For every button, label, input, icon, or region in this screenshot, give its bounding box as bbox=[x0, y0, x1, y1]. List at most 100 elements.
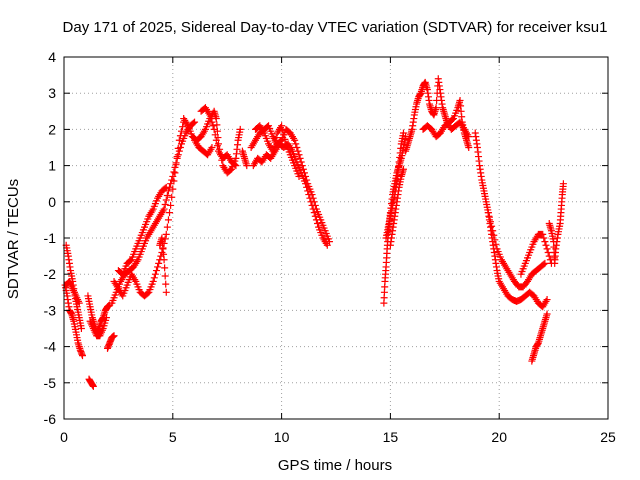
data-point bbox=[270, 143, 278, 151]
data-point bbox=[161, 264, 169, 272]
grid bbox=[64, 57, 608, 419]
data-point bbox=[540, 234, 548, 242]
y-tick-label: -6 bbox=[44, 411, 57, 427]
data-point bbox=[161, 201, 169, 209]
data-point bbox=[208, 118, 216, 126]
data-point bbox=[305, 191, 313, 199]
data-point bbox=[543, 296, 551, 304]
data-point bbox=[312, 216, 320, 224]
data-point bbox=[179, 123, 187, 131]
data-point bbox=[102, 314, 110, 322]
data-point bbox=[303, 183, 311, 191]
data-point bbox=[323, 241, 331, 249]
data-point bbox=[539, 230, 547, 238]
data-point bbox=[489, 227, 497, 235]
data-point bbox=[162, 288, 170, 296]
data-point bbox=[486, 218, 494, 226]
data-point bbox=[173, 153, 181, 161]
data-point bbox=[543, 245, 551, 253]
data-point bbox=[151, 270, 159, 278]
data-point bbox=[161, 184, 169, 192]
data-point bbox=[291, 136, 299, 144]
data-point bbox=[161, 235, 169, 243]
data-point bbox=[292, 140, 300, 148]
data-point bbox=[307, 198, 315, 206]
data-point bbox=[279, 126, 287, 134]
data-point bbox=[176, 132, 184, 140]
data-point bbox=[271, 138, 279, 146]
data-point bbox=[172, 161, 180, 169]
data-point bbox=[160, 205, 168, 213]
data-point bbox=[226, 166, 234, 174]
y-tick-label: 3 bbox=[48, 85, 56, 101]
data-point bbox=[162, 230, 170, 238]
data-point bbox=[232, 162, 240, 170]
data-point bbox=[126, 257, 134, 265]
data-point bbox=[77, 325, 85, 332]
axis-ticks: 0 5 10 15 20 25 -6 -5 -4 -3 -2 -1 0 1 2 3 4 bbox=[44, 49, 616, 445]
data-point bbox=[311, 212, 319, 220]
data-point bbox=[304, 187, 312, 195]
data-point bbox=[189, 119, 197, 127]
data-point bbox=[89, 382, 97, 390]
data-point bbox=[269, 147, 277, 155]
data-point bbox=[152, 267, 160, 275]
data-point bbox=[178, 127, 186, 135]
data-point bbox=[166, 209, 174, 217]
data-point bbox=[169, 185, 177, 193]
data-point bbox=[484, 209, 492, 217]
data-point bbox=[544, 248, 552, 256]
data-point bbox=[541, 259, 549, 267]
data-point bbox=[149, 277, 157, 285]
data-point bbox=[212, 136, 220, 144]
data-point bbox=[161, 272, 169, 280]
data-point bbox=[541, 238, 549, 246]
data-point bbox=[164, 216, 172, 224]
data-point bbox=[491, 236, 499, 244]
data-point bbox=[280, 131, 288, 139]
data-point bbox=[167, 201, 175, 209]
data-point bbox=[545, 252, 553, 260]
data-points bbox=[61, 75, 567, 390]
data-point bbox=[243, 162, 251, 170]
y-tick-label: 1 bbox=[48, 158, 56, 174]
chart-title: Day 171 of 2025, Sidereal Day-to-day VTE… bbox=[63, 19, 608, 36]
data-point bbox=[540, 260, 548, 268]
data-point bbox=[399, 129, 407, 137]
x-tick-label: 15 bbox=[383, 429, 399, 445]
data-point bbox=[448, 115, 456, 123]
y-tick-label: -1 bbox=[44, 230, 57, 246]
y-tick-label: 4 bbox=[48, 49, 56, 65]
data-point bbox=[213, 142, 221, 150]
data-point bbox=[231, 161, 239, 169]
data-point bbox=[208, 144, 216, 151]
data-point bbox=[314, 220, 322, 228]
data-point bbox=[278, 122, 286, 130]
data-point bbox=[295, 151, 303, 159]
data-point bbox=[155, 259, 163, 267]
data-point bbox=[162, 183, 170, 191]
data-point bbox=[296, 154, 304, 162]
data-point bbox=[211, 131, 219, 139]
data-point bbox=[306, 194, 314, 202]
data-point bbox=[206, 111, 214, 119]
data-point bbox=[210, 125, 218, 133]
data-point bbox=[295, 172, 303, 180]
data-point bbox=[162, 196, 170, 204]
data-point bbox=[163, 191, 171, 199]
data-point bbox=[543, 310, 551, 318]
data-point bbox=[399, 165, 407, 173]
data-point bbox=[162, 280, 170, 288]
y-tick-label: -5 bbox=[44, 375, 57, 391]
data-point bbox=[160, 256, 168, 264]
y-tick-label: 0 bbox=[48, 194, 56, 210]
data-point bbox=[191, 118, 199, 126]
data-point bbox=[175, 136, 183, 144]
data-point bbox=[293, 144, 301, 151]
data-point bbox=[213, 121, 221, 129]
data-point bbox=[154, 263, 162, 271]
data-point bbox=[432, 104, 440, 112]
data-point bbox=[110, 332, 118, 340]
x-axis-label: GPS time / hours bbox=[278, 457, 392, 474]
